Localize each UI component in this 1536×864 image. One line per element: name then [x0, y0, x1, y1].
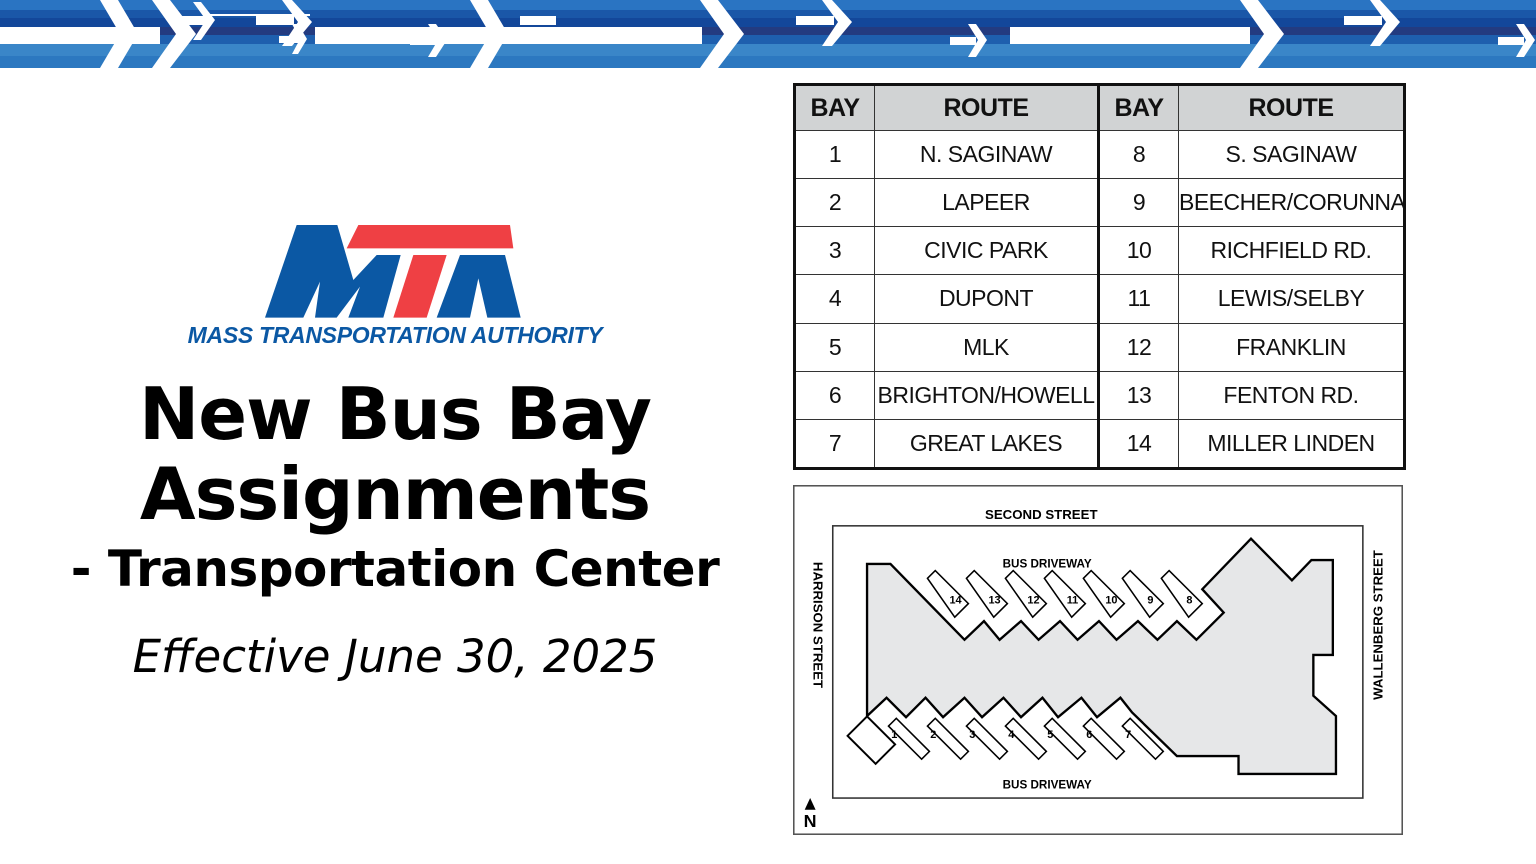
- driveway-label-bottom: BUS DRIVEWAY: [1003, 778, 1092, 791]
- street-label-north: SECOND STREET: [985, 507, 1098, 522]
- column-header-route: ROUTE: [874, 84, 1100, 131]
- route-cell: MILLER LINDEN: [1178, 418, 1405, 470]
- page-subtitle: - Transportation Center: [70, 540, 720, 598]
- street-label-west: HARRISON STREET: [810, 562, 825, 688]
- table-row: 5 MLK 12 FRANKLIN: [794, 322, 1405, 372]
- bay-cell: 10: [1098, 226, 1179, 276]
- bay-stall: 13: [965, 569, 1009, 619]
- bay-number: 10: [1105, 595, 1117, 607]
- bay-number: 4: [1008, 729, 1014, 741]
- bay-stall: 8: [1160, 569, 1204, 619]
- street-label-east: WALLENBERG STREET: [1370, 550, 1385, 700]
- table-row: 6 BRIGHTON/HOWELL 13 FENTON RD.: [794, 370, 1405, 420]
- north-arrow-icon: [804, 798, 816, 810]
- bay-stall-shelter: [846, 715, 897, 766]
- bay-assignment-table: BAY ROUTE BAY ROUTE 1 N. SAGINAW 8 S. SAGIN…: [793, 83, 1406, 470]
- table-row: 3 CIVIC PARK 10 RICHFIELD RD.: [794, 226, 1405, 276]
- bay-stall: 12: [1004, 569, 1048, 619]
- column-header-bay: BAY: [794, 84, 875, 131]
- bay-cell: 8: [1098, 129, 1179, 180]
- bay-number: 12: [1027, 595, 1039, 607]
- bay-number: 9: [1147, 595, 1153, 607]
- bay-cell: 9: [1098, 178, 1179, 228]
- bay-stall: 4: [1004, 717, 1048, 761]
- bay-number: 2: [930, 729, 936, 741]
- bay-stall: 5: [1043, 717, 1087, 761]
- logo-subtitle: MASS TRANSPORTATION AUTHORITY: [187, 322, 603, 348]
- bay-stall: 3: [965, 717, 1009, 761]
- bay-stall: 7: [1121, 717, 1165, 761]
- bay-stall: 9: [1121, 569, 1165, 619]
- route-cell: DUPONT: [874, 274, 1100, 324]
- mta-logo: [265, 225, 521, 318]
- route-cell: BEECHER/CORUNNA: [1178, 178, 1406, 228]
- route-cell: RICHFIELD RD.: [1178, 226, 1405, 276]
- bay-cell: 5: [794, 322, 875, 372]
- page-title-line-1: New Bus Bay: [139, 372, 652, 456]
- bay-number: 5: [1047, 729, 1053, 741]
- block-outline: [831, 525, 1364, 799]
- bay-stall: 2: [926, 717, 970, 761]
- route-cell: CIVIC PARK: [874, 226, 1100, 276]
- bay-number: 8: [1186, 595, 1192, 607]
- bay-cell: 12: [1098, 322, 1179, 372]
- header-banner: [0, 0, 1536, 68]
- column-header-route: ROUTE: [1178, 84, 1405, 131]
- route-cell: FENTON RD.: [1178, 370, 1405, 420]
- bay-stall: 1: [887, 717, 931, 761]
- route-cell: MLK: [874, 322, 1100, 372]
- transportation-center-map: SECOND STREET BUS DRIVEWAY BUS DRIVEWAY …: [793, 485, 1403, 835]
- route-cell: BRIGHTON/HOWELL: [874, 370, 1100, 420]
- table-row: 1 N. SAGINAW 8 S. SAGINAW: [794, 129, 1405, 180]
- transit-building: [865, 536, 1338, 776]
- bay-cell: 6: [794, 370, 875, 420]
- bay-number: 1: [891, 729, 897, 741]
- column-header-bay: BAY: [1098, 84, 1179, 131]
- bay-number: 6: [1086, 729, 1092, 741]
- bay-cell: 7: [794, 418, 875, 470]
- bay-stall: 11: [1043, 569, 1087, 619]
- driveway-label-top: BUS DRIVEWAY: [1003, 557, 1092, 570]
- bay-cell: 13: [1098, 370, 1179, 420]
- table-row: 7 GREAT LAKES 14 MILLER LINDEN: [794, 418, 1405, 470]
- page-title-line-2: Assignments: [139, 452, 651, 536]
- north-label: N: [804, 811, 817, 831]
- route-cell: S. SAGINAW: [1178, 129, 1405, 180]
- bay-number: 13: [988, 595, 1000, 607]
- bay-stall: 14: [926, 569, 970, 619]
- effective-date: Effective June 30, 2025: [132, 630, 658, 683]
- bay-number: 7: [1125, 729, 1131, 741]
- bay-number: 3: [969, 729, 975, 741]
- table-header-row: BAY ROUTE BAY ROUTE: [794, 84, 1405, 131]
- bay-cell: 14: [1098, 418, 1179, 470]
- route-cell: LEWIS/SELBY: [1178, 274, 1405, 324]
- route-cell: N. SAGINAW: [874, 129, 1100, 180]
- route-cell: LAPEER: [874, 178, 1100, 228]
- bay-cell: 11: [1098, 274, 1179, 324]
- bay-cell: 1: [794, 129, 875, 180]
- route-cell: GREAT LAKES: [874, 418, 1100, 470]
- bay-stall: 6: [1082, 717, 1126, 761]
- route-cell: FRANKLIN: [1178, 322, 1405, 372]
- bay-number: 11: [1067, 595, 1079, 607]
- table-row: 4 DUPONT 11 LEWIS/SELBY: [794, 274, 1405, 324]
- bay-cell: 4: [794, 274, 875, 324]
- bay-cell: 2: [794, 178, 875, 228]
- bay-cell: 3: [794, 226, 875, 276]
- table-row: 2 LAPEER 9 BEECHER/CORUNNA: [794, 178, 1406, 228]
- bay-number: 14: [949, 595, 961, 607]
- bay-stall: 10: [1082, 569, 1126, 619]
